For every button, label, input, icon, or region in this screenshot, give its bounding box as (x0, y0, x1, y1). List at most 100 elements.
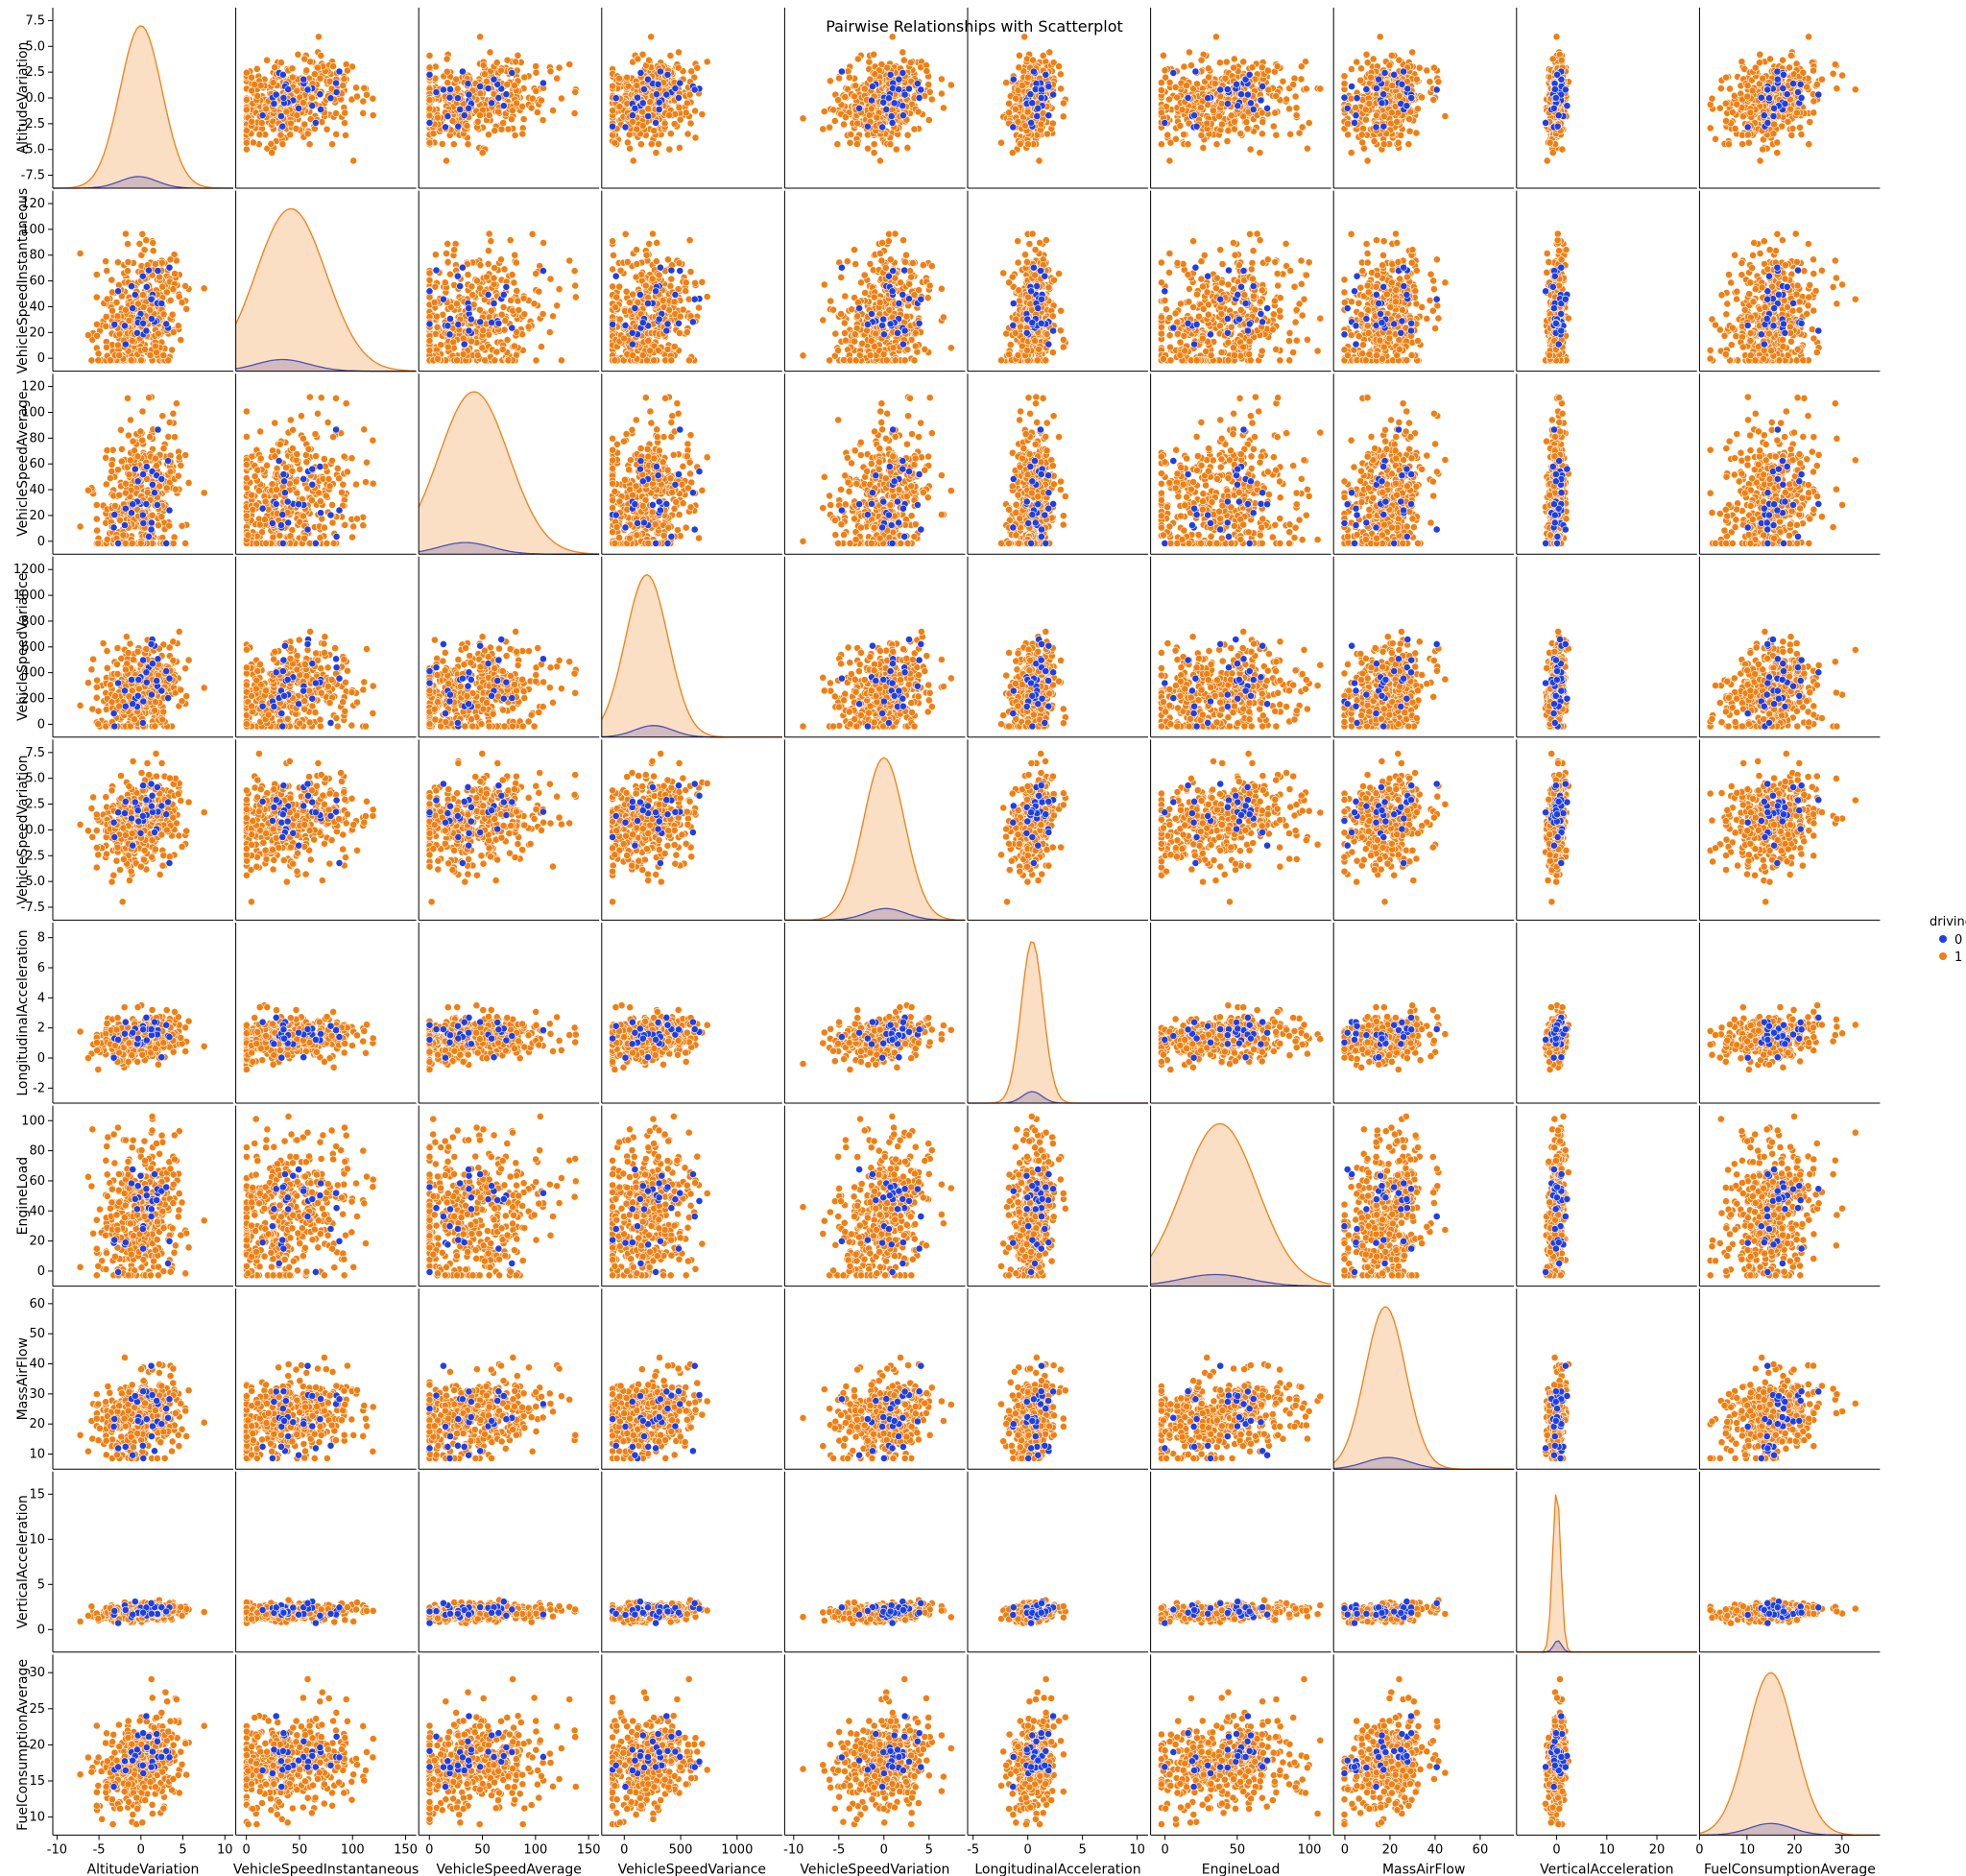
point-series-1 (647, 99, 654, 106)
point-series-1 (938, 90, 945, 97)
point-series-1 (488, 238, 494, 245)
point-series-1 (1396, 92, 1403, 99)
point-series-0 (143, 327, 150, 334)
point-series-0 (1246, 71, 1253, 78)
point-series-1 (1348, 150, 1355, 156)
point-series-1 (342, 132, 348, 138)
point-series-1 (521, 74, 528, 81)
point-series-1 (167, 297, 174, 303)
point-series-1 (1366, 100, 1373, 107)
point-series-1 (361, 84, 368, 91)
point-series-1 (1409, 49, 1416, 56)
point-series-1 (1244, 126, 1251, 132)
point-series-1 (479, 345, 486, 351)
point-series-1 (1358, 132, 1365, 138)
point-series-1 (1187, 62, 1194, 69)
point-series-1 (1158, 80, 1164, 86)
point-series-1 (1003, 80, 1010, 86)
point-series-1 (861, 85, 868, 92)
point-series-1 (1722, 117, 1729, 124)
point-series-1 (332, 109, 339, 116)
point-series-1 (871, 141, 877, 148)
point-series-1 (871, 150, 877, 156)
point-series-1 (1287, 131, 1294, 137)
point-series-1 (677, 116, 683, 123)
point-series-1 (1024, 141, 1031, 148)
point-series-1 (1009, 150, 1016, 156)
point-series-1 (1396, 57, 1403, 63)
point-series-1 (426, 106, 433, 112)
point-series-1 (1380, 141, 1387, 148)
point-series-1 (1293, 112, 1300, 119)
point-series-0 (446, 86, 453, 93)
point-series-1 (182, 282, 189, 289)
point-series-1 (500, 119, 507, 126)
point-series-1 (634, 83, 640, 89)
point-series-0 (885, 95, 892, 102)
point-series-1 (841, 121, 848, 128)
point-series-1 (426, 112, 433, 119)
point-series-1 (1213, 141, 1220, 148)
point-series-1 (509, 272, 515, 278)
point-series-1 (432, 63, 439, 70)
point-series-1 (1158, 109, 1164, 116)
point-series-0 (899, 69, 906, 76)
point-series-1 (538, 97, 544, 104)
point-series-1 (1206, 74, 1212, 81)
point-series-0 (426, 71, 433, 78)
point-series-1 (519, 131, 526, 137)
point-series-1 (304, 131, 311, 137)
point-series-1 (630, 118, 636, 125)
point-series-1 (1732, 126, 1738, 132)
point-series-1 (465, 141, 471, 148)
pairplot-grid: -10 -5 0 5 10AltitudeVariation0 50 100 150Vehic… (13, 8, 1880, 1876)
point-series-1 (138, 357, 145, 364)
point-series-1 (611, 139, 618, 146)
point-series-0 (1341, 94, 1348, 101)
point-series-1 (531, 301, 538, 307)
point-series-1 (303, 67, 310, 74)
point-series-1 (1734, 101, 1740, 108)
point-series-1 (1060, 100, 1067, 107)
point-series-1 (1394, 118, 1401, 125)
point-series-1 (1024, 108, 1031, 115)
point-series-1 (667, 52, 674, 59)
point-series-1 (835, 97, 842, 104)
point-series-1 (558, 357, 564, 364)
point-series-1 (923, 68, 930, 75)
point-series-0 (466, 91, 472, 98)
point-series-1 (928, 96, 935, 103)
point-series-0 (1815, 91, 1822, 98)
point-series-1 (1386, 62, 1393, 69)
point-series-1 (1389, 83, 1396, 89)
point-series-0 (1344, 105, 1351, 111)
point-series-1 (533, 87, 539, 94)
point-series-0 (446, 94, 453, 101)
point-series-1 (635, 56, 641, 62)
point-series-0 (280, 94, 287, 101)
point-series-1 (675, 49, 682, 56)
point-series-0 (1237, 91, 1244, 98)
point-series-0 (663, 91, 670, 98)
point-series-1 (426, 270, 433, 277)
point-series-1 (872, 71, 878, 78)
point-series-1 (1707, 125, 1714, 132)
point-series-0 (1381, 69, 1388, 76)
point-series-1 (1231, 64, 1237, 71)
point-series-1 (1354, 59, 1360, 65)
point-series-1 (704, 59, 710, 65)
point-series-1 (1774, 139, 1781, 146)
point-series-1 (1019, 83, 1025, 89)
point-series-0 (1235, 103, 1241, 109)
point-series-1 (295, 51, 301, 58)
point-series-1 (1348, 65, 1355, 72)
point-series-1 (1739, 113, 1746, 120)
point-series-1 (113, 299, 120, 305)
point-series-0 (916, 94, 923, 101)
point-series-1 (444, 240, 451, 247)
point-series-1 (1224, 137, 1231, 144)
point-series-1 (1709, 95, 1715, 102)
point-series-1 (684, 131, 691, 137)
point-series-1 (444, 56, 450, 62)
point-series-1 (1038, 121, 1044, 128)
